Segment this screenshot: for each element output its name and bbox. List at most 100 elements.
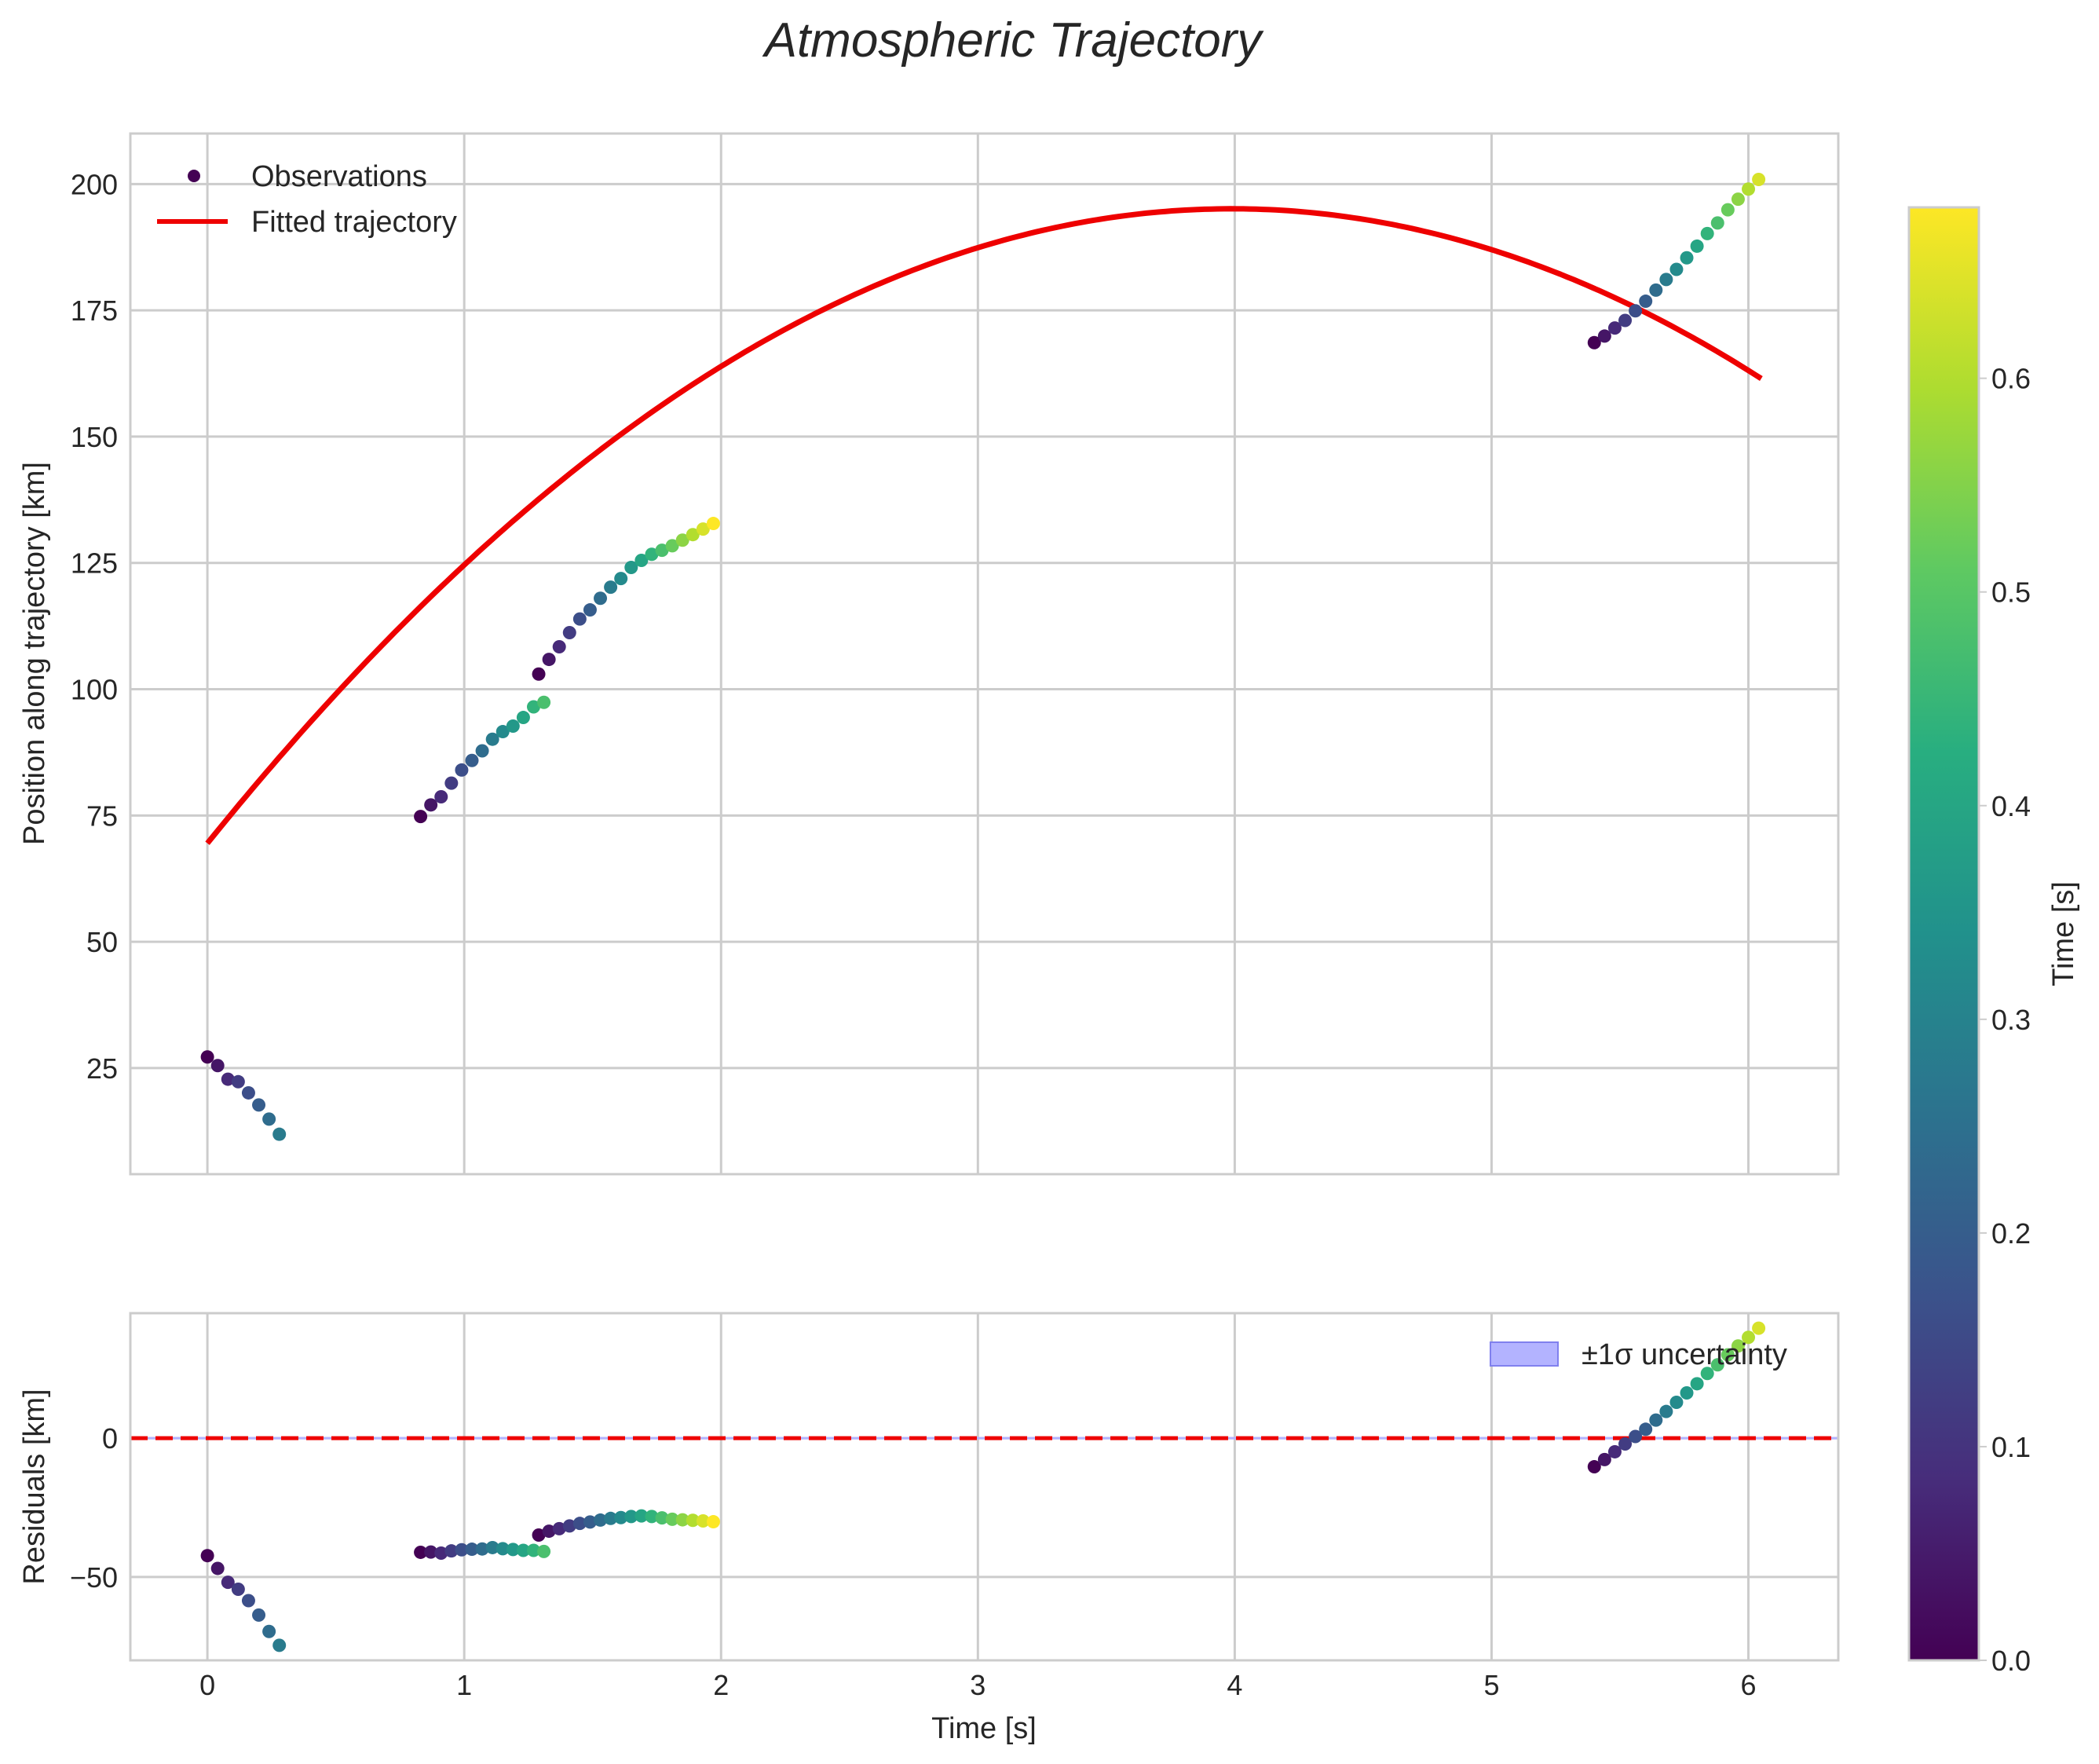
residual-point: [537, 1544, 551, 1558]
observation-point: [552, 639, 566, 653]
x-tick-label: 3: [970, 1669, 986, 1701]
residual-point: [686, 1513, 700, 1528]
legend-observations-marker: [188, 170, 200, 182]
observation-point: [231, 1074, 245, 1089]
x-tick-label: 6: [1741, 1669, 1757, 1701]
observation-point: [1607, 321, 1622, 335]
residual-point: [1659, 1404, 1673, 1418]
colorbar-gradient: [1907, 206, 1980, 1662]
observation-point: [414, 810, 428, 824]
observation-point: [465, 753, 479, 767]
colorbar-tick-label: 0.4: [1991, 790, 2031, 822]
observation-point: [594, 591, 608, 606]
residual-point: [252, 1608, 266, 1622]
observation-point: [1710, 216, 1724, 230]
main-y-tick-label: 150: [71, 421, 118, 453]
residual-point: [1629, 1429, 1643, 1444]
observation-point: [252, 1098, 266, 1112]
colorbar-tick-label: 0.5: [1991, 576, 2031, 609]
colorbar-tick-label: 0.3: [1991, 1004, 2031, 1036]
residual-point: [1690, 1377, 1704, 1391]
observation-point: [241, 1085, 255, 1100]
residual-point: [495, 1542, 510, 1556]
observation-point: [1659, 273, 1673, 287]
main-y-tick-label: 25: [86, 1052, 118, 1085]
main-y-tick-label: 50: [86, 926, 118, 958]
residuals-y-tick-labels: −50 0: [70, 1422, 118, 1594]
residual-point: [485, 1540, 499, 1554]
observation-point: [614, 572, 628, 586]
legend-uncertainty-swatch: [1490, 1341, 1559, 1367]
residual-point: [583, 1515, 597, 1529]
residual-point: [1721, 1348, 1735, 1362]
residual-point: [221, 1576, 235, 1590]
observation-point: [572, 612, 587, 626]
residual-point: [475, 1542, 489, 1556]
residual-point: [241, 1594, 255, 1608]
residual-point: [604, 1511, 618, 1525]
x-tick-label: 4: [1227, 1669, 1242, 1701]
residual-point: [562, 1519, 576, 1533]
observation-point: [532, 667, 546, 681]
observation-point: [200, 1050, 214, 1064]
colorbar-tick-label: 0.6: [1991, 363, 2031, 395]
x-axis-label: Time [s]: [931, 1712, 1037, 1745]
residual-point: [262, 1624, 276, 1638]
fitted-trajectory-line: [205, 206, 1763, 845]
observation-point: [506, 719, 520, 733]
residual-point: [231, 1582, 245, 1596]
x-tick-label: 5: [1483, 1669, 1499, 1701]
residual-point: [614, 1510, 628, 1524]
residual-point: [532, 1528, 546, 1543]
main-grid: [130, 134, 1838, 1174]
main-y-tick-label: 100: [71, 674, 118, 706]
residual-point: [272, 1638, 287, 1652]
main-frame: [129, 132, 1840, 1176]
x-tick-label: 1: [456, 1669, 472, 1701]
observation-point: [686, 528, 700, 542]
residual-point: [455, 1543, 469, 1557]
residuals-plot-area: [130, 1313, 1838, 1660]
residuals-y-axis-label: Residuals [km]: [18, 1389, 51, 1584]
residual-point: [1587, 1460, 1601, 1474]
observation-point: [1742, 182, 1756, 196]
residual-point: [506, 1543, 520, 1557]
observation-point: [455, 763, 469, 777]
observation-point: [1639, 295, 1653, 309]
residual-point: [1597, 1452, 1611, 1466]
legend-observations-label: Observations: [251, 160, 427, 193]
observation-point: [604, 580, 618, 595]
residual-point: [1680, 1385, 1694, 1400]
main-panel: 25 50 75 100 125 150 175 200 Position along tra…: [18, 132, 1840, 1176]
observation-point: [696, 522, 710, 536]
observation-point: [706, 517, 720, 531]
observations-layer: [200, 173, 1766, 1141]
residual-point: [200, 1549, 214, 1563]
colorbar-label: Time [s]: [2047, 881, 2080, 986]
residuals-frame: [129, 1312, 1840, 1662]
residual-point: [645, 1510, 659, 1524]
observation-point: [1752, 173, 1766, 187]
observation-point: [1649, 283, 1663, 297]
residuals-layer: [200, 1321, 1766, 1652]
residual-point: [1649, 1413, 1663, 1427]
observation-point: [424, 798, 438, 812]
colorbar-tick-label: 0.2: [1991, 1217, 2031, 1250]
observation-point: [526, 700, 540, 714]
residual-point: [1618, 1437, 1633, 1451]
colorbar-tick-label: 0.1: [1991, 1431, 2031, 1463]
residuals-y-tick-label: 0: [102, 1422, 118, 1455]
x-tick-label: 0: [199, 1669, 215, 1701]
residual-point: [526, 1543, 540, 1557]
x-tick-labels: 0 1 2 3 4 5 6: [199, 1669, 1756, 1701]
x-tick-label: 2: [713, 1669, 729, 1701]
residual-point: [1742, 1330, 1756, 1345]
residual-point: [516, 1543, 530, 1557]
observation-point: [221, 1072, 235, 1086]
residual-point: [542, 1524, 556, 1539]
residual-point: [434, 1546, 448, 1561]
residuals-legend: ±1σ uncertainty: [1490, 1338, 1787, 1371]
main-y-axis-label: Position along trajectory [km]: [18, 462, 51, 845]
colorbar-tick-label: 0.0: [1991, 1645, 2031, 1677]
residual-point: [665, 1512, 679, 1526]
